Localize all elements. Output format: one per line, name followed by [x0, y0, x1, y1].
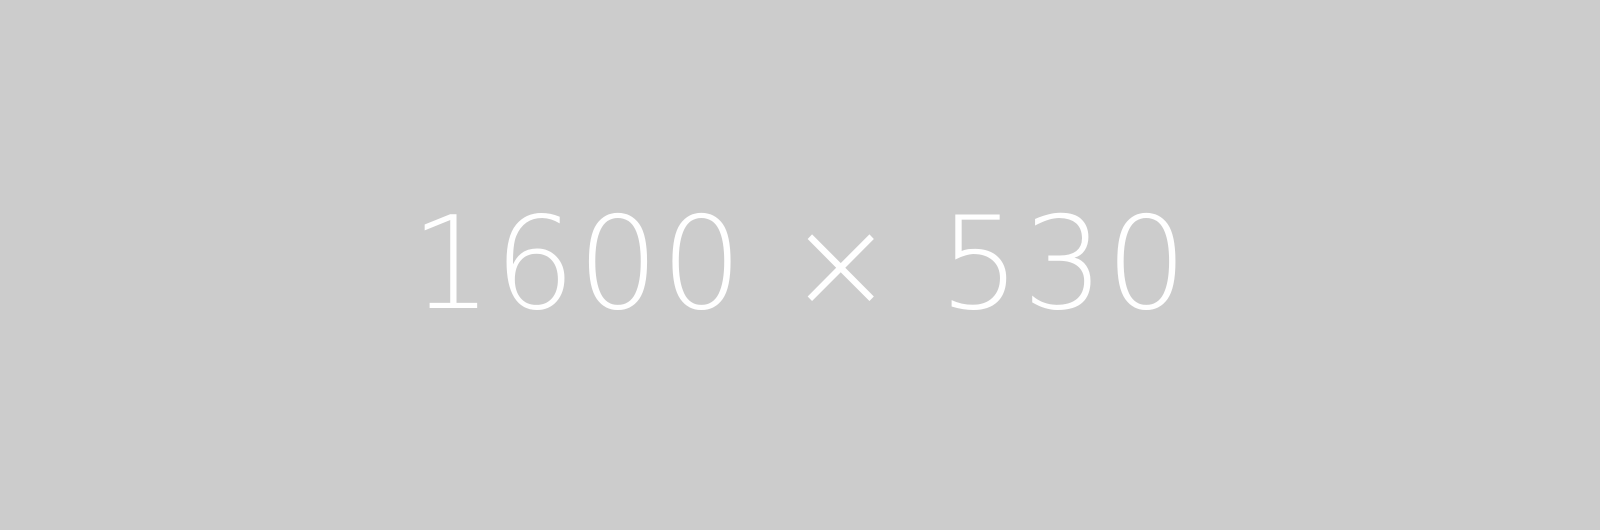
placeholder-dimensions-label: 1600 × 530 [410, 190, 1190, 339]
placeholder-image: 1600 × 530 [410, 190, 1190, 339]
